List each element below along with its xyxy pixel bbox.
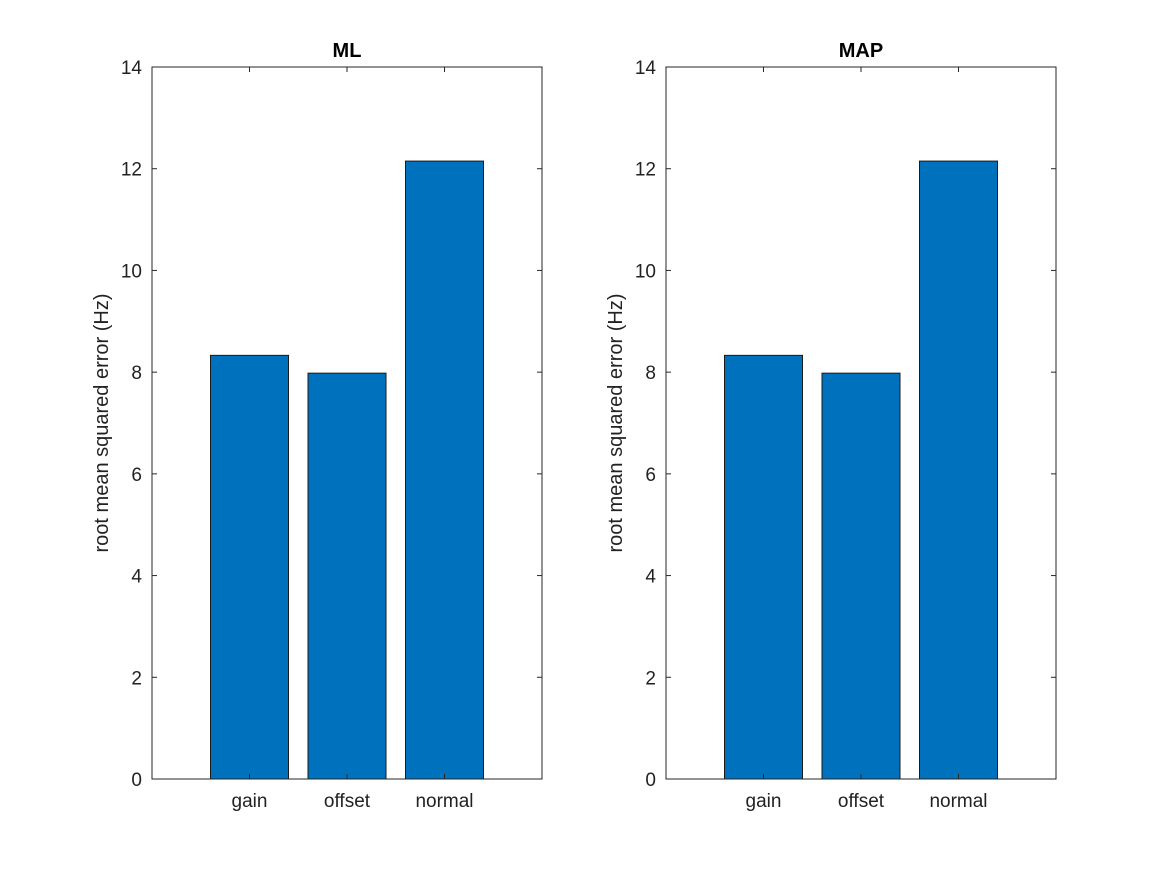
map-bar-gain xyxy=(724,354,803,780)
map-ytick-label-6: 6 xyxy=(645,465,656,486)
ml-xtick-label-normal: normal xyxy=(415,791,473,812)
ml-bar-normal xyxy=(405,160,484,780)
ml-y-axis-label: root mean squared error (Hz) xyxy=(91,294,113,553)
ml-ytick-label-10: 10 xyxy=(121,261,142,282)
ml-ytick-label-6: 6 xyxy=(131,465,142,486)
ml-ytick-label-8: 8 xyxy=(131,363,142,384)
ml-chart-title: ML xyxy=(333,40,362,62)
map-y-axis-label: root mean squared error (Hz) xyxy=(605,294,627,553)
map-ytick-label-2: 2 xyxy=(645,668,656,689)
map-ytick-label-4: 4 xyxy=(645,567,656,588)
ml-panel: gain offset normal 0 2 4 6 8 10 12 14 ML root mean s… xyxy=(91,40,543,812)
map-axes-frame xyxy=(665,66,1057,780)
map-bar-offset xyxy=(821,372,901,780)
map-xtick-label-offset: offset xyxy=(838,791,885,812)
map-xtick-label-normal: normal xyxy=(929,791,987,812)
ml-ytick-label-12: 12 xyxy=(121,160,142,181)
map-panel: gain offset normal 0 2 4 6 8 10 12 14 MAP root mean … xyxy=(605,40,1057,812)
ml-xtick-label-gain: gain xyxy=(232,791,268,812)
map-ytick-label-8: 8 xyxy=(645,363,656,384)
ml-xtick-label-offset: offset xyxy=(324,791,371,812)
ml-ytick-label-2: 2 xyxy=(131,668,142,689)
ml-ytick-label-14: 14 xyxy=(121,58,143,79)
ml-ytick-label-0: 0 xyxy=(131,770,142,791)
map-ytick-label-12: 12 xyxy=(635,160,656,181)
map-ytick-label-10: 10 xyxy=(635,261,656,282)
ml-bar-offset xyxy=(307,372,387,780)
map-xtick-label-gain: gain xyxy=(746,791,782,812)
ml-ytick-label-4: 4 xyxy=(131,567,142,588)
map-bar-normal xyxy=(919,160,998,780)
map-ytick-label-14: 14 xyxy=(635,58,657,79)
map-chart-title: MAP xyxy=(839,40,883,62)
map-ytick-label-0: 0 xyxy=(645,770,656,791)
ml-axes-frame xyxy=(151,66,543,780)
ml-bar-gain xyxy=(210,354,289,780)
